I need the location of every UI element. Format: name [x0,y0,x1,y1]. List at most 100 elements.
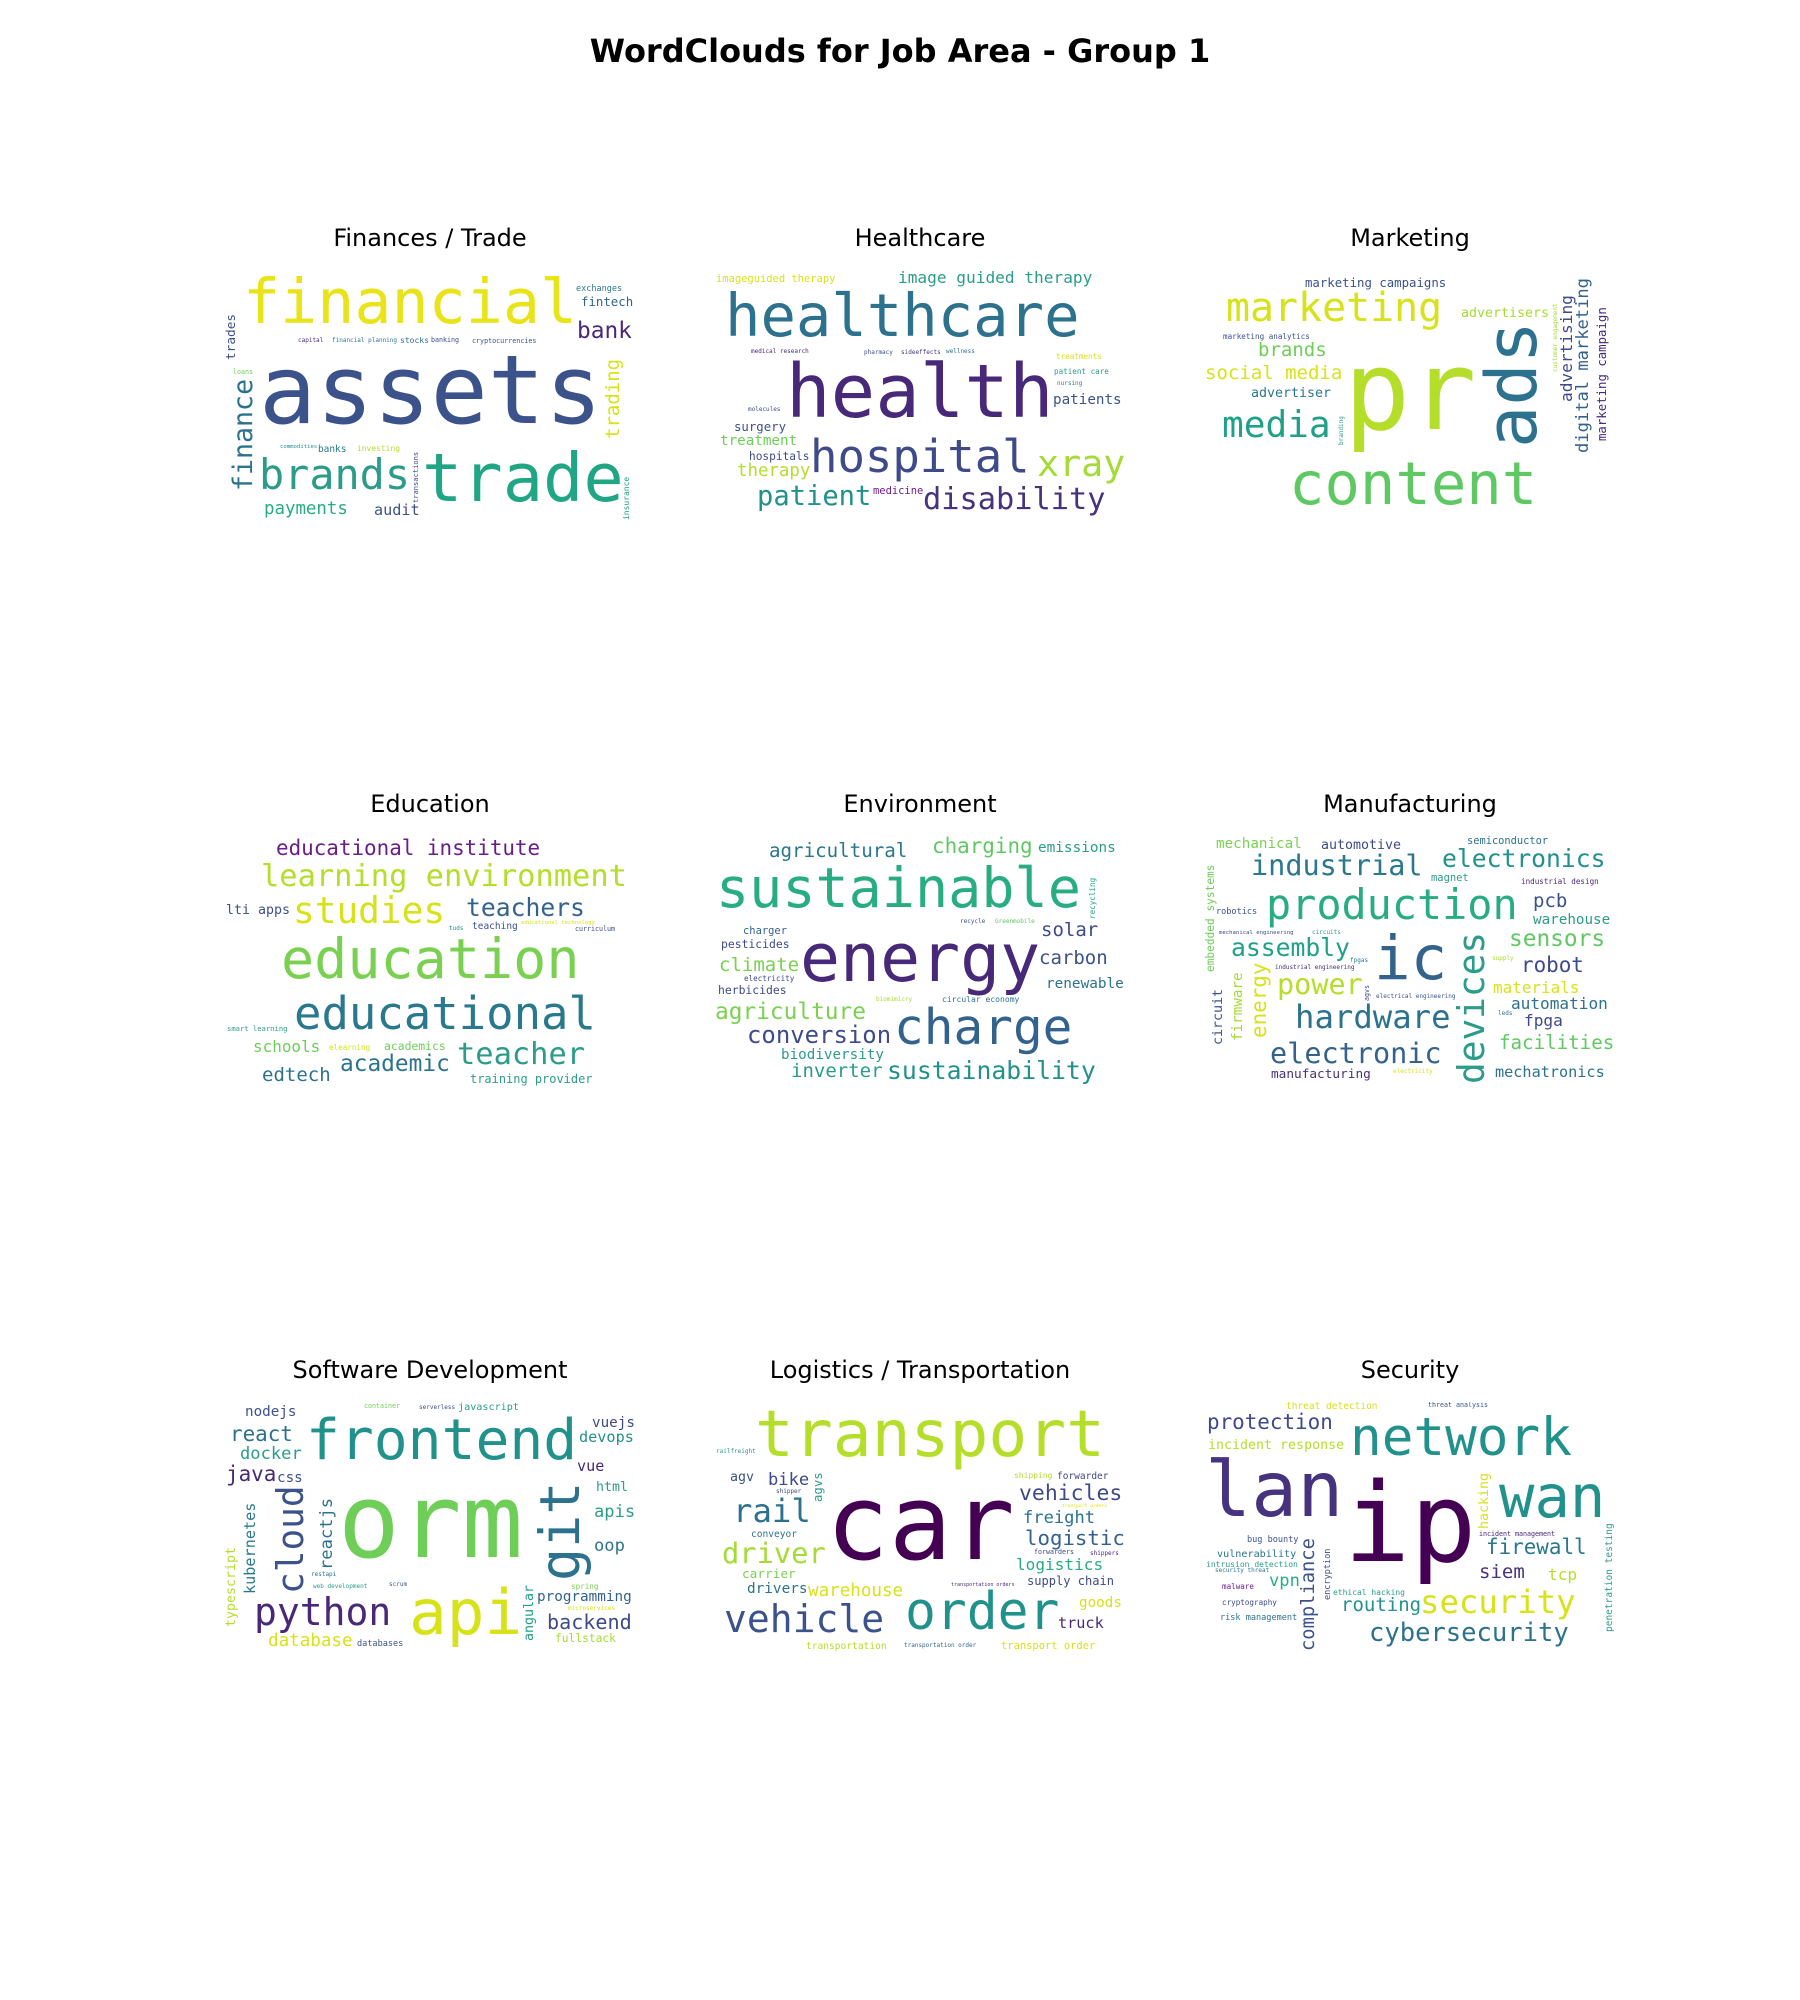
word-manufacturing: manufacturing [1271,1067,1371,1082]
word-security-threat: security threat [1215,1567,1270,1574]
word-renewable: renewable [1046,976,1124,992]
panel-title-marketing: Marketing [1350,224,1470,252]
word-incident-management: incident management [1479,1530,1555,1538]
word-academic: academic [340,1051,450,1077]
word-charging: charging [932,836,1033,858]
word-logistics: logistics [1016,1555,1104,1574]
word-trade: trade [422,439,624,517]
word-hacking: hacking [1477,1472,1492,1529]
word-recycle: recycle [960,918,986,925]
word-devices: devices [1451,931,1493,1084]
word-greenmobile: Greenmobile [995,918,1035,925]
word-sideeffects: sideeffects [901,349,941,356]
word-hospitals: hospitals [749,450,810,463]
word-security: security [1420,1583,1576,1621]
wordcloud-logistics-transportation: car transport order vehicle driver rail vehicl… [715,1402,1125,1652]
panel-title-manufacturing: Manufacturing [1323,790,1497,818]
word-routing: routing [1341,1594,1422,1616]
word-ic: ic [1374,924,1448,994]
word-automotive: automotive [1321,838,1402,853]
word-cryptocurrencies: cryptocurrencies [472,337,537,345]
word-brands: brands [259,450,410,499]
word-risk-management: risk management [1220,1613,1298,1623]
word-electricity: electricity [1393,1068,1433,1075]
word-financial-planning: financial planning [332,337,398,344]
word-serverless: serverless [419,1404,456,1411]
word-production: production [1266,880,1518,929]
word-circuit: circuit [1211,988,1226,1045]
word-pharmacy: pharmacy [864,349,893,356]
word-training-provider: training provider [470,1072,593,1086]
word-banks: banks [318,444,347,455]
word-molecules: molecules [748,406,781,413]
panel-title-logistics-transportation: Logistics / Transportation [769,1356,1071,1384]
word-robotics: robotics [1216,907,1258,917]
word-git: git [528,1481,592,1581]
word-mechanical: mechanical [1216,836,1302,852]
word-tuds: tuds [449,925,464,932]
word-charger: charger [743,925,787,937]
word-recycling: recycling [1088,877,1097,919]
word-electronics: electronics [1442,844,1606,873]
word-electrical-engineering: electrical engineering [1376,993,1456,1000]
panel-title-environment: Environment [843,790,997,818]
word-vehicle: vehicle [724,1597,885,1641]
panel-title-education: Education [370,790,490,818]
word-ads: ads [1471,321,1553,448]
word-advertising: advertising [1557,295,1576,402]
word-educational-technology: educational technology [521,920,595,926]
word-freight: freight [1023,1508,1096,1528]
word-materials: materials [1493,978,1580,997]
word-scrum: scrum [389,1581,408,1588]
word-forwarder: forwarder [1057,1471,1109,1482]
word-automation: automation [1511,994,1608,1013]
word-cybersecurity: cybersecurity [1369,1618,1569,1648]
word-vuejs: vuejs [592,1415,635,1431]
word-biodiversity: biodiversity [781,1047,884,1063]
word-container: container [364,1402,400,1410]
word-pesticides: pesticides [721,937,790,951]
word-railfreight: railfreight [716,1448,756,1455]
word-wan: wan [1499,1462,1606,1531]
word-healthcare: healthcare [725,281,1080,350]
word-payments: payments [264,499,348,519]
word-cloud: cloud [270,1485,312,1594]
word-therapy: therapy [737,461,811,481]
word-carbon: carbon [1039,947,1108,969]
wordcloud-environment: energy sustainable charge sustainability con… [715,836,1125,1086]
word-apis: apis [594,1502,635,1522]
word-hardware: hardware [1295,998,1451,1036]
word-lan: lan [1205,1446,1344,1535]
word-conversion: conversion [747,1021,892,1049]
word-imageguided-therapy: imageguided therapy [716,273,836,285]
word-agriculture: agriculture [715,999,866,1025]
word-agricultural: agricultural [769,839,908,862]
word-agvs: agvs [1363,985,1371,1001]
word-marketing-campaign: marketing campaign [1595,307,1609,441]
word-marketing: marketing [1226,285,1443,331]
word-drivers: drivers [747,1581,808,1597]
word-medical-research: medical research [751,348,809,355]
word-studies: studies [293,890,446,932]
word-driver: driver [722,1536,826,1570]
word-branding: branding [1338,416,1345,445]
word-assets: assets [259,336,603,446]
word-nursing: nursing [1057,380,1083,387]
word-electronic: electronic [1270,1037,1442,1070]
word-oop: oop [594,1536,625,1556]
word-marketing-analytics: marketing analytics [1223,332,1310,341]
word-bank: bank [577,318,632,344]
word-schools: schools [253,1037,321,1056]
word-inverter: inverter [791,1060,883,1082]
word-customer-engagement: customer engagement [1552,303,1559,372]
word-intrusion-detection: intrusion detection [1206,1560,1298,1569]
word-python: python [254,1590,392,1634]
wordcloud-finances-trade: assets trade financial brands finance payment… [225,270,635,520]
word-sustainability: sustainability [887,1056,1096,1085]
word-finance: finance [228,378,259,491]
word-rail: rail [733,1492,811,1530]
word-fullstack: fullstack [555,1632,616,1645]
word-financial: financial [243,270,578,338]
word-sensors: sensors [1509,926,1606,952]
word-hospital: hospital [810,430,1030,483]
